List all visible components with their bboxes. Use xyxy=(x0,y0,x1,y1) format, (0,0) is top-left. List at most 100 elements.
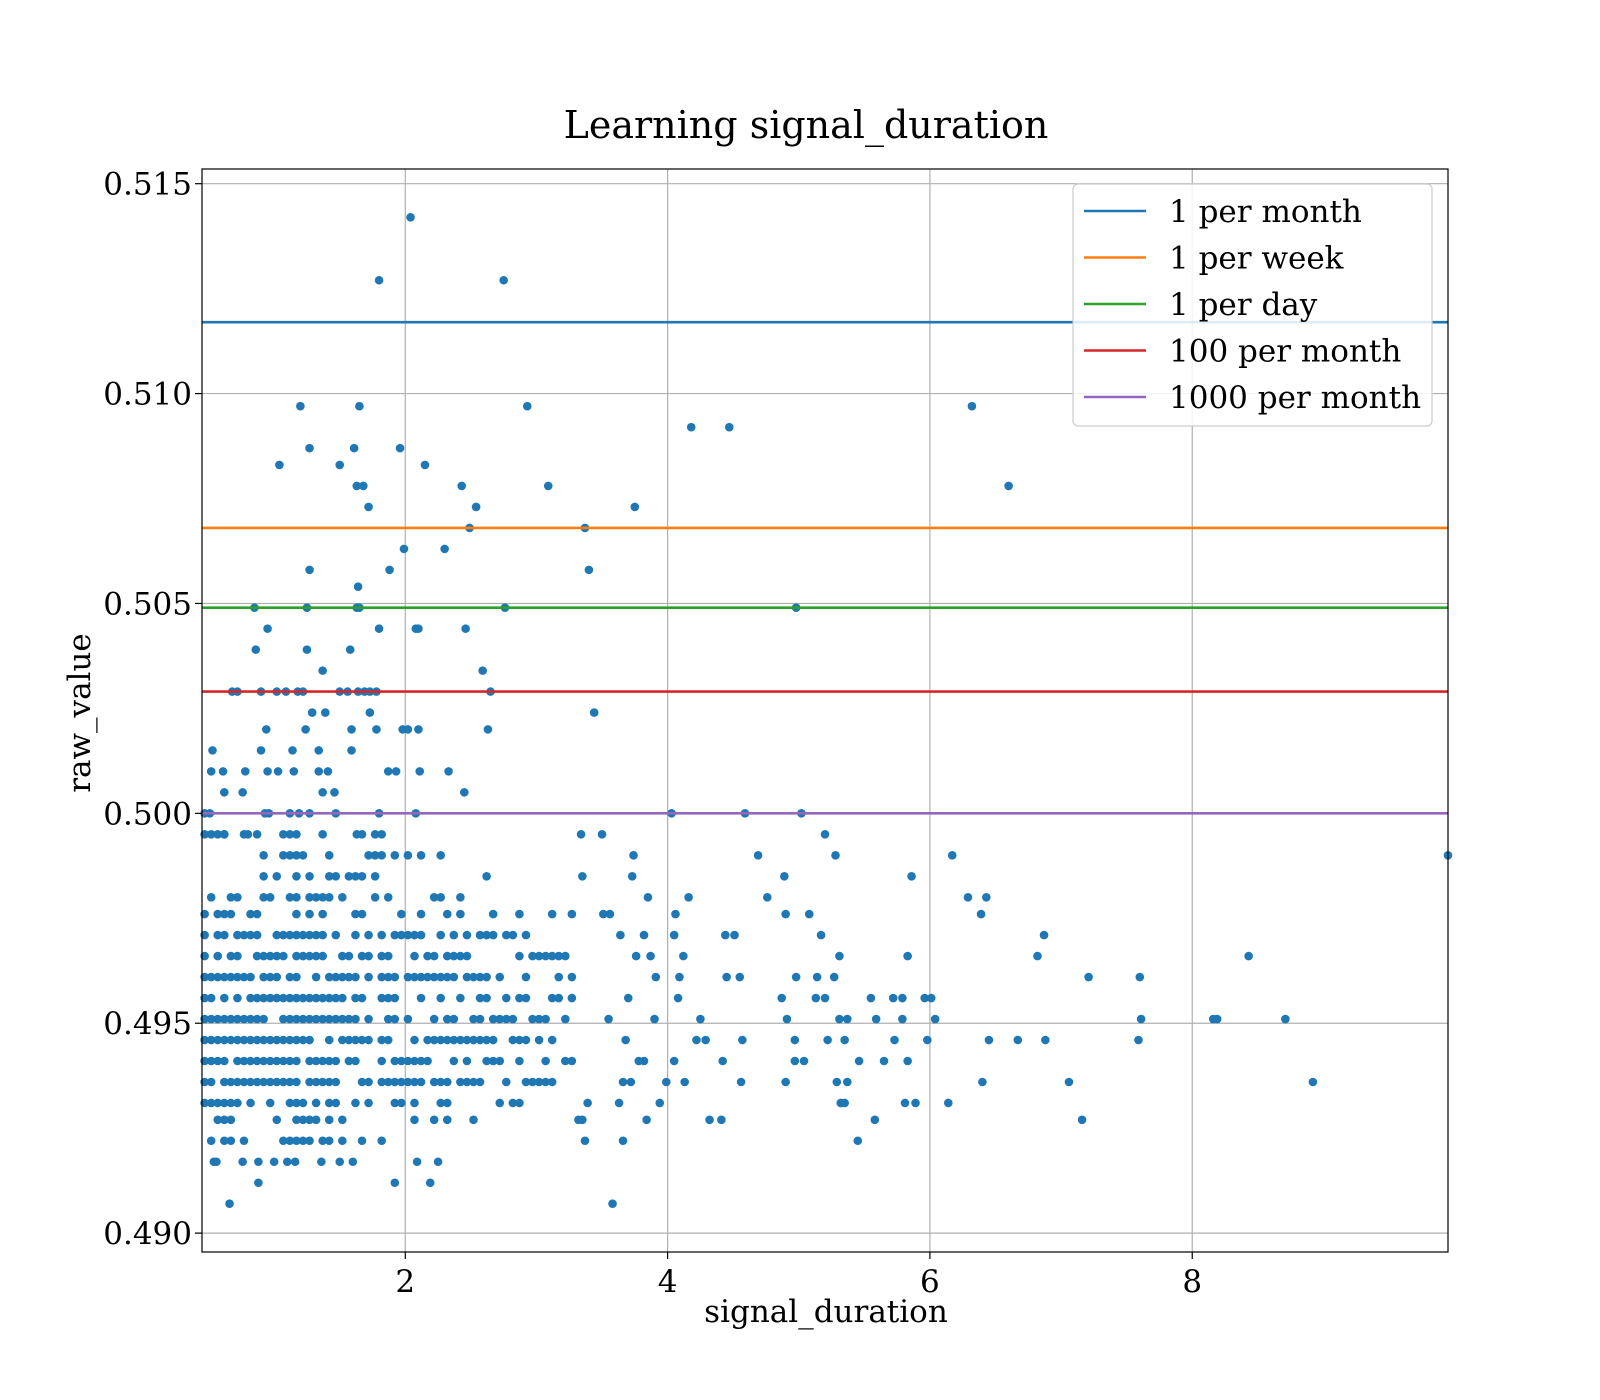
data-point xyxy=(534,1035,544,1045)
data-point xyxy=(429,892,439,902)
data-point xyxy=(416,1056,426,1066)
data-point xyxy=(475,1014,485,1024)
data-point xyxy=(357,872,367,881)
data-point xyxy=(335,460,345,470)
data-point xyxy=(669,1056,679,1066)
data-point xyxy=(671,909,680,919)
data-point xyxy=(501,1077,511,1087)
data-point xyxy=(414,725,423,734)
data-point xyxy=(547,993,557,1003)
data-point xyxy=(515,951,524,961)
data-point xyxy=(383,1035,393,1045)
data-point xyxy=(390,1098,400,1108)
data-point xyxy=(721,930,730,940)
data-point xyxy=(240,767,250,776)
data-point xyxy=(522,401,532,411)
data-point xyxy=(696,1014,705,1024)
data-point xyxy=(403,972,413,982)
data-point xyxy=(390,993,400,1003)
data-point xyxy=(495,1098,505,1108)
legend-label: 1 per week xyxy=(1169,241,1344,277)
data-point xyxy=(324,1077,334,1087)
data-point xyxy=(377,1056,386,1066)
data-point xyxy=(449,930,459,940)
data-point xyxy=(469,972,478,982)
data-point xyxy=(324,851,334,860)
data-point xyxy=(298,851,308,860)
data-point xyxy=(272,1056,282,1066)
data-point xyxy=(273,767,283,776)
data-point xyxy=(722,972,731,982)
data-point xyxy=(314,746,324,755)
data-point xyxy=(344,1056,354,1066)
data-point xyxy=(781,1077,790,1087)
data-point xyxy=(213,951,223,961)
data-point xyxy=(692,1035,701,1045)
data-point xyxy=(305,892,314,902)
data-point xyxy=(357,909,367,919)
data-point xyxy=(213,1035,223,1045)
data-point xyxy=(383,993,393,1003)
data-point xyxy=(423,1035,432,1045)
data-point xyxy=(246,909,255,919)
data-point xyxy=(433,1157,443,1167)
data-point xyxy=(416,909,426,919)
data-point xyxy=(377,972,386,982)
data-point xyxy=(1041,1035,1050,1045)
data-point xyxy=(816,930,826,940)
data-point xyxy=(318,993,327,1003)
data-point xyxy=(399,544,409,554)
data-point xyxy=(344,972,354,982)
data-point xyxy=(515,1035,524,1045)
data-point xyxy=(338,993,347,1003)
data-point xyxy=(292,1077,301,1087)
data-point xyxy=(305,1014,314,1024)
plot-area-frame xyxy=(201,168,1449,1253)
data-point xyxy=(661,1077,671,1087)
data-point xyxy=(265,1098,275,1108)
data-point xyxy=(318,830,327,839)
data-point xyxy=(1135,972,1145,982)
data-point xyxy=(799,1056,809,1066)
data-point xyxy=(383,951,393,961)
data-point xyxy=(305,1115,314,1125)
data-point xyxy=(324,1115,334,1125)
data-point xyxy=(679,951,688,961)
data-point xyxy=(456,1077,465,1087)
data-point xyxy=(436,930,446,940)
data-point xyxy=(576,830,586,839)
data-point xyxy=(324,1098,334,1108)
data-point xyxy=(279,1014,288,1024)
data-point xyxy=(460,788,469,797)
data-point xyxy=(495,1014,505,1024)
data-point xyxy=(642,1115,651,1125)
data-point xyxy=(338,1035,347,1045)
data-point xyxy=(226,972,236,982)
data-point xyxy=(338,1136,347,1146)
data-point xyxy=(259,1035,268,1045)
data-point xyxy=(370,830,380,839)
data-point xyxy=(246,1035,255,1045)
data-point xyxy=(629,851,638,860)
data-point xyxy=(462,1035,472,1045)
data-point xyxy=(364,1077,373,1087)
data-point xyxy=(456,1035,465,1045)
data-point xyxy=(320,708,330,717)
data-point xyxy=(397,1056,406,1066)
data-point xyxy=(578,1115,587,1125)
data-point xyxy=(449,1056,459,1066)
data-point xyxy=(318,788,327,797)
data-point xyxy=(614,1098,624,1108)
data-point xyxy=(226,1136,236,1146)
data-point xyxy=(854,1056,864,1066)
data-point xyxy=(226,1035,236,1045)
y-tick-label: 0.495 xyxy=(103,1006,192,1042)
data-point xyxy=(605,909,615,919)
data-point xyxy=(219,1056,229,1066)
data-point xyxy=(348,1157,358,1167)
data-point xyxy=(349,443,359,453)
data-point xyxy=(206,972,216,982)
data-point xyxy=(233,930,242,940)
data-point xyxy=(292,1014,301,1024)
data-point xyxy=(219,830,229,839)
